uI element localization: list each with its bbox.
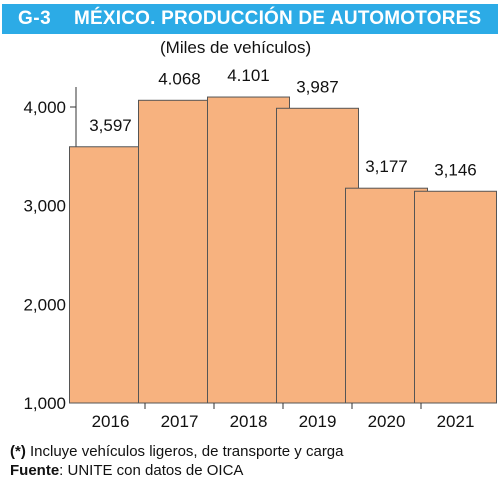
chart-subtitle: (Miles de vehículos) xyxy=(160,38,312,57)
y-tick-label: 2,000 xyxy=(23,295,66,314)
bar xyxy=(276,107,359,404)
x-tick-label: 2019 xyxy=(299,412,337,431)
x-tick-label: 2017 xyxy=(161,412,199,431)
x-tick-label: 2020 xyxy=(368,412,406,431)
bar xyxy=(414,190,497,404)
footnote-line: (*) Incluye vehículos ligeros, de transp… xyxy=(10,442,344,461)
chart-code: G-3 xyxy=(18,8,52,29)
bar xyxy=(207,96,290,404)
y-tick-label: 1,000 xyxy=(23,394,66,413)
title-bar: G-3 MÉXICO. PRODUCCIÓN DE AUTOMOTORES xyxy=(2,4,498,34)
source-label: Fuente xyxy=(10,462,60,479)
footnotes: (*) Incluye vehículos ligeros, de transp… xyxy=(10,442,344,480)
bar-chart: 1,000 2,000 3,000 4,000 3,597 2016 4.068 2017 4.… xyxy=(23,66,497,431)
y-tick-label: 3,000 xyxy=(23,197,66,216)
x-tick-label: 2021 xyxy=(437,412,475,431)
source-text: : UNITE con datos de OICA xyxy=(59,462,244,479)
y-tick-label: 4,000 xyxy=(23,98,66,117)
data-label: 3,987 xyxy=(296,77,339,96)
data-label: 3,146 xyxy=(434,160,477,179)
source-line: Fuente: UNITE con datos de OICA xyxy=(10,461,344,480)
data-label: 3,597 xyxy=(89,116,132,135)
data-label: 3,177 xyxy=(365,157,408,176)
data-label: 4.101 xyxy=(227,66,270,85)
x-tick-label: 2016 xyxy=(92,412,130,431)
x-tick-label: 2018 xyxy=(230,412,268,431)
footnote-text: Incluye vehículos ligeros, de transporte… xyxy=(25,443,344,460)
data-label: 4.068 xyxy=(158,69,201,88)
footnote-marker: (*) xyxy=(10,443,26,460)
chart-title: MÉXICO. PRODUCCIÓN DE AUTOMOTORES xyxy=(74,8,482,29)
